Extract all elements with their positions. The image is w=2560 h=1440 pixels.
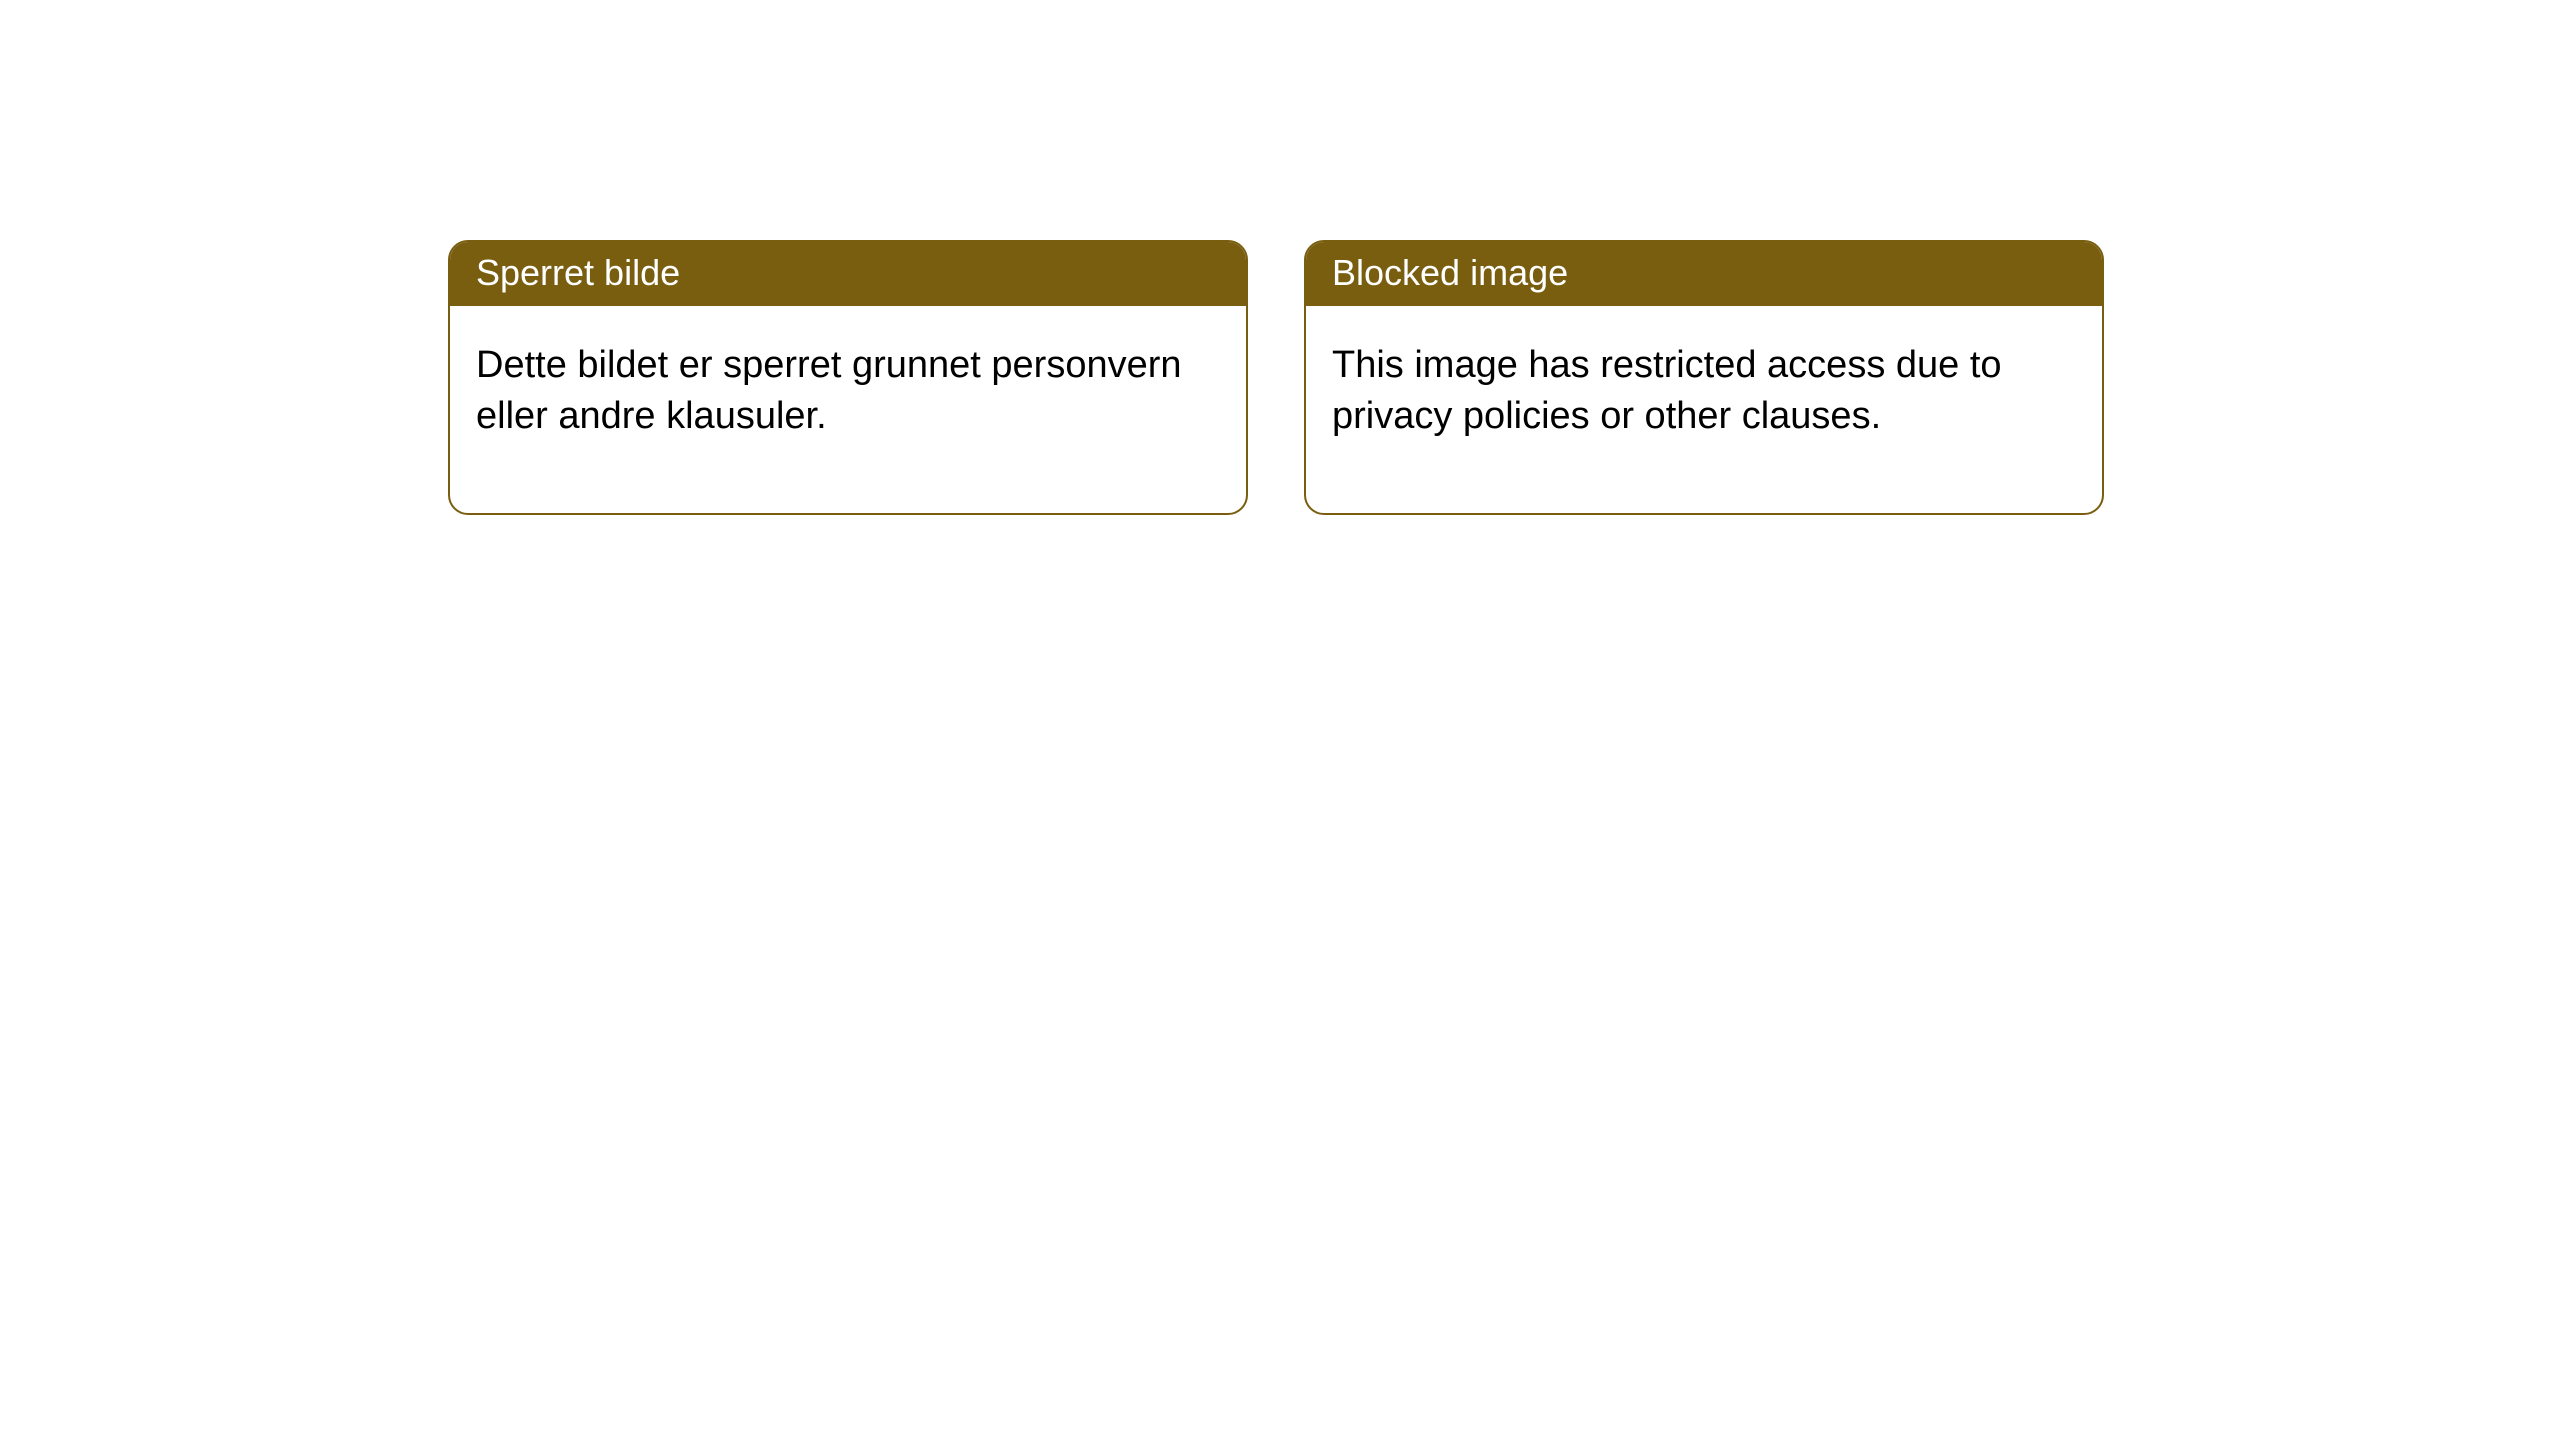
notice-body-en: This image has restricted access due to … (1306, 306, 2102, 513)
notice-container: Sperret bilde Dette bildet er sperret gr… (0, 0, 2560, 515)
notice-card-no: Sperret bilde Dette bildet er sperret gr… (448, 240, 1248, 515)
notice-card-en: Blocked image This image has restricted … (1304, 240, 2104, 515)
notice-header-en: Blocked image (1306, 242, 2102, 306)
notice-header-no: Sperret bilde (450, 242, 1246, 306)
notice-body-no: Dette bildet er sperret grunnet personve… (450, 306, 1246, 513)
